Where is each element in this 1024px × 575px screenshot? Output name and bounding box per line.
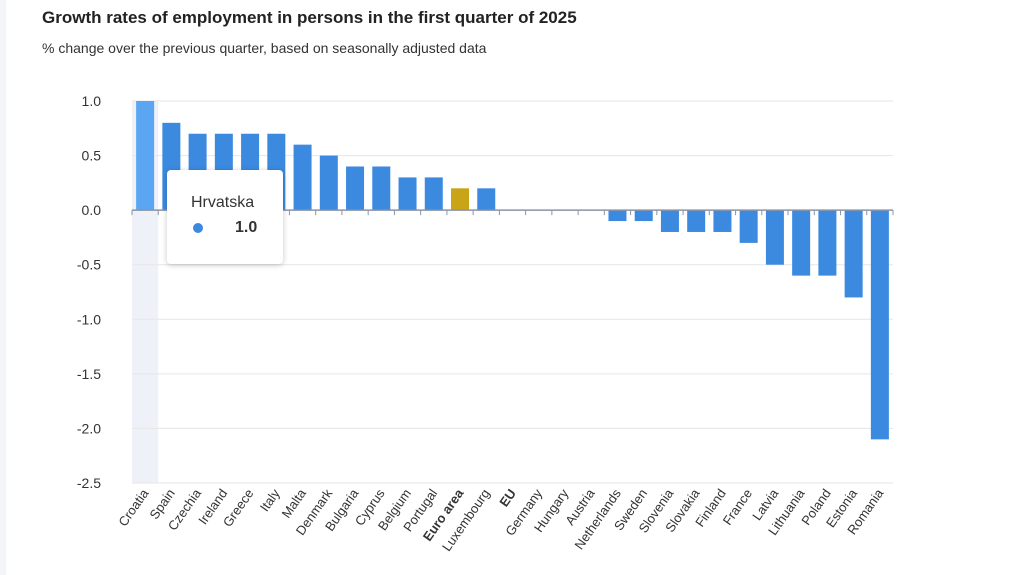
y-tick-label: -2.5: [77, 475, 101, 491]
bar-poland[interactable]: [818, 210, 837, 276]
y-tick-label: 1.0: [82, 93, 102, 109]
y-tick-label: -1.5: [77, 366, 101, 382]
tooltip-country-name: Hrvatska: [191, 194, 255, 211]
bar-sweden[interactable]: [634, 210, 653, 222]
bar-belgium[interactable]: [398, 177, 417, 211]
y-tick-label: 0.5: [82, 148, 102, 164]
bar-estonia[interactable]: [844, 210, 863, 298]
bar-portugal[interactable]: [424, 177, 443, 211]
bar-croatia[interactable]: [136, 101, 155, 211]
bar-netherlands[interactable]: [608, 210, 627, 222]
bar-slovenia[interactable]: [660, 210, 679, 232]
bar-romania[interactable]: [870, 210, 889, 440]
x-category-label: EU: [496, 486, 519, 509]
chart-title: Growth rates of employment in persons in…: [42, 8, 577, 27]
bar-finland[interactable]: [713, 210, 732, 232]
bar-malta[interactable]: [293, 144, 312, 211]
x-category-label: Croatia: [115, 485, 152, 529]
bar-denmark[interactable]: [319, 155, 338, 211]
bar-france[interactable]: [739, 210, 758, 243]
y-tick-label: 0.0: [82, 202, 102, 218]
bar-slovakia[interactable]: [687, 210, 706, 232]
bar-luxembourg[interactable]: [477, 188, 496, 211]
bar-cyprus[interactable]: [372, 166, 391, 211]
tooltip-value: 1.0: [235, 219, 258, 236]
bar-lithuania[interactable]: [792, 210, 811, 276]
tooltip-series-dot: [193, 223, 203, 233]
left-border: [0, 0, 6, 575]
tooltip: Hrvatska 1.0: [167, 170, 283, 264]
bar-bulgaria[interactable]: [346, 166, 365, 211]
chart-subtitle: % change over the previous quarter, base…: [42, 40, 487, 56]
bar-latvia[interactable]: [765, 210, 784, 265]
y-tick-label: -2.0: [77, 420, 101, 436]
y-tick-label: -1.0: [77, 311, 101, 327]
bar-euro-area[interactable]: [451, 188, 470, 211]
y-tick-label: -0.5: [77, 257, 101, 273]
